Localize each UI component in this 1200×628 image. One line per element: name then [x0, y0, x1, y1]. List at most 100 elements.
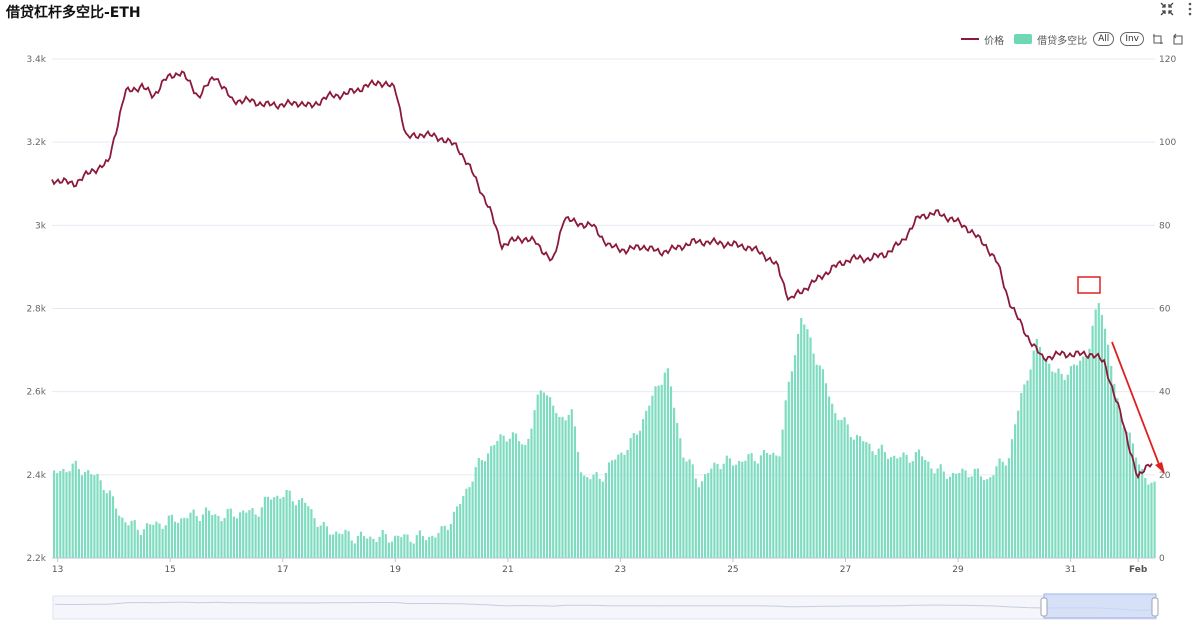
- ratio-bar: [1119, 412, 1122, 558]
- ratio-bar: [1063, 379, 1066, 558]
- ratio-bar: [499, 434, 502, 558]
- ratio-bar: [71, 463, 74, 558]
- ratio-bar: [341, 534, 344, 558]
- ratio-bar: [270, 499, 273, 558]
- ratio-bar: [149, 524, 152, 558]
- legend-price-label: 价格: [984, 35, 1005, 47]
- x-tick-label: 31: [1065, 565, 1076, 575]
- ratio-bar: [74, 460, 77, 558]
- ratio-bar: [242, 510, 245, 558]
- navigator-handle-right[interactable]: [1151, 597, 1159, 617]
- ratio-bar: [750, 453, 753, 558]
- ratio-bar: [1066, 374, 1069, 558]
- ratio-bar: [59, 471, 62, 558]
- ratio-bar: [617, 454, 620, 558]
- ratio-bar: [257, 516, 260, 558]
- ratio-bar: [394, 535, 397, 558]
- ratio-bar: [325, 526, 328, 558]
- inv-button[interactable]: Inv: [1120, 32, 1144, 46]
- trend-arrow: [1111, 341, 1161, 468]
- ratio-bar: [880, 444, 883, 558]
- ratio-bar: [381, 529, 384, 558]
- ratio-bar: [208, 510, 211, 558]
- navigator-handle-left[interactable]: [1040, 597, 1048, 617]
- ratio-bar: [648, 405, 651, 558]
- ratio-bar: [1014, 424, 1017, 558]
- ratio-bar: [998, 458, 1001, 558]
- ratio-bar: [502, 435, 505, 558]
- ratio-bar: [195, 516, 198, 558]
- ratio-bar: [536, 394, 539, 558]
- ratio-bar: [118, 515, 121, 558]
- ratio-bar: [366, 538, 369, 558]
- collapse-arrows-icon[interactable]: [1160, 2, 1174, 18]
- zoom-reset-icon[interactable]: [1172, 33, 1184, 45]
- ratio-bar: [961, 468, 964, 558]
- ratio-bar: [223, 518, 226, 558]
- ratio-bar: [384, 534, 387, 558]
- ratio-bar: [936, 468, 939, 558]
- ratio-bar: [431, 535, 434, 558]
- ratio-bar: [347, 531, 350, 558]
- legend-line-swatch: [961, 38, 980, 40]
- ratio-bar: [893, 455, 896, 558]
- all-button[interactable]: All: [1093, 32, 1115, 46]
- ratio-bar: [688, 459, 691, 558]
- ratio-bar: [930, 468, 933, 558]
- ratio-bar: [592, 474, 595, 558]
- ratio-bar: [1091, 325, 1094, 558]
- navigator-selection: [1043, 593, 1157, 619]
- ratio-bar: [62, 468, 65, 558]
- ratio-bar: [685, 461, 688, 558]
- ratio-bar: [152, 524, 155, 558]
- ratio-bar: [586, 477, 589, 558]
- ratio-bar: [1147, 484, 1150, 558]
- ratio-bar: [1088, 348, 1091, 558]
- ratio-bar: [84, 472, 87, 558]
- ratio-bar: [964, 470, 967, 558]
- ratio-bar: [1113, 383, 1116, 558]
- ratio-bar: [1107, 344, 1110, 558]
- y-right-tick-label: 20: [1159, 471, 1171, 481]
- ratio-bar: [239, 512, 242, 558]
- ratio-bar: [958, 472, 961, 558]
- ratio-bar: [871, 451, 874, 558]
- ratio-bar: [356, 535, 359, 558]
- y-right-tick-label: 0: [1159, 554, 1165, 564]
- ratio-bar: [542, 392, 545, 558]
- ratio-bar: [927, 461, 930, 558]
- ratio-bar: [369, 536, 372, 558]
- ratio-bar: [483, 461, 487, 558]
- zoom-area-icon[interactable]: [1152, 33, 1164, 45]
- ratio-bar: [201, 514, 204, 558]
- ratio-bar: [288, 490, 291, 558]
- ratio-bar: [490, 446, 493, 558]
- ratio-bar: [456, 506, 459, 558]
- y-right-tick-label: 80: [1159, 221, 1171, 231]
- legend-item-price[interactable]: 价格: [961, 32, 1004, 47]
- ratio-bar: [651, 395, 654, 558]
- legend-item-ratio[interactable]: 借贷多空比: [1014, 32, 1087, 47]
- right-axis: 0 20 40 60 80 100 120: [1159, 55, 1176, 564]
- x-tick-label: 19: [390, 565, 402, 575]
- ratio-bar: [418, 530, 421, 558]
- ratio-bar: [933, 473, 936, 558]
- ratio-bar: [313, 518, 316, 558]
- x-tick-label: 23: [615, 565, 626, 575]
- ratio-bar: [115, 508, 118, 558]
- ratio-bar: [905, 454, 908, 558]
- x-tick-label: 29: [952, 565, 964, 575]
- vertical-dots-icon[interactable]: [1187, 2, 1193, 18]
- ratio-bar: [1023, 384, 1026, 558]
- ratio-bar: [294, 505, 297, 558]
- ratio-bar: [65, 472, 68, 558]
- ratio-bar: [533, 410, 536, 558]
- ratio-bar: [1144, 477, 1147, 558]
- ratio-bar: [518, 441, 521, 558]
- ratio-bar: [452, 511, 456, 558]
- ratio-bar: [130, 520, 133, 558]
- ratio-bar: [803, 324, 806, 558]
- ratio-bar: [784, 400, 787, 558]
- ratio-bar: [332, 534, 335, 558]
- ratio-bar: [108, 490, 111, 558]
